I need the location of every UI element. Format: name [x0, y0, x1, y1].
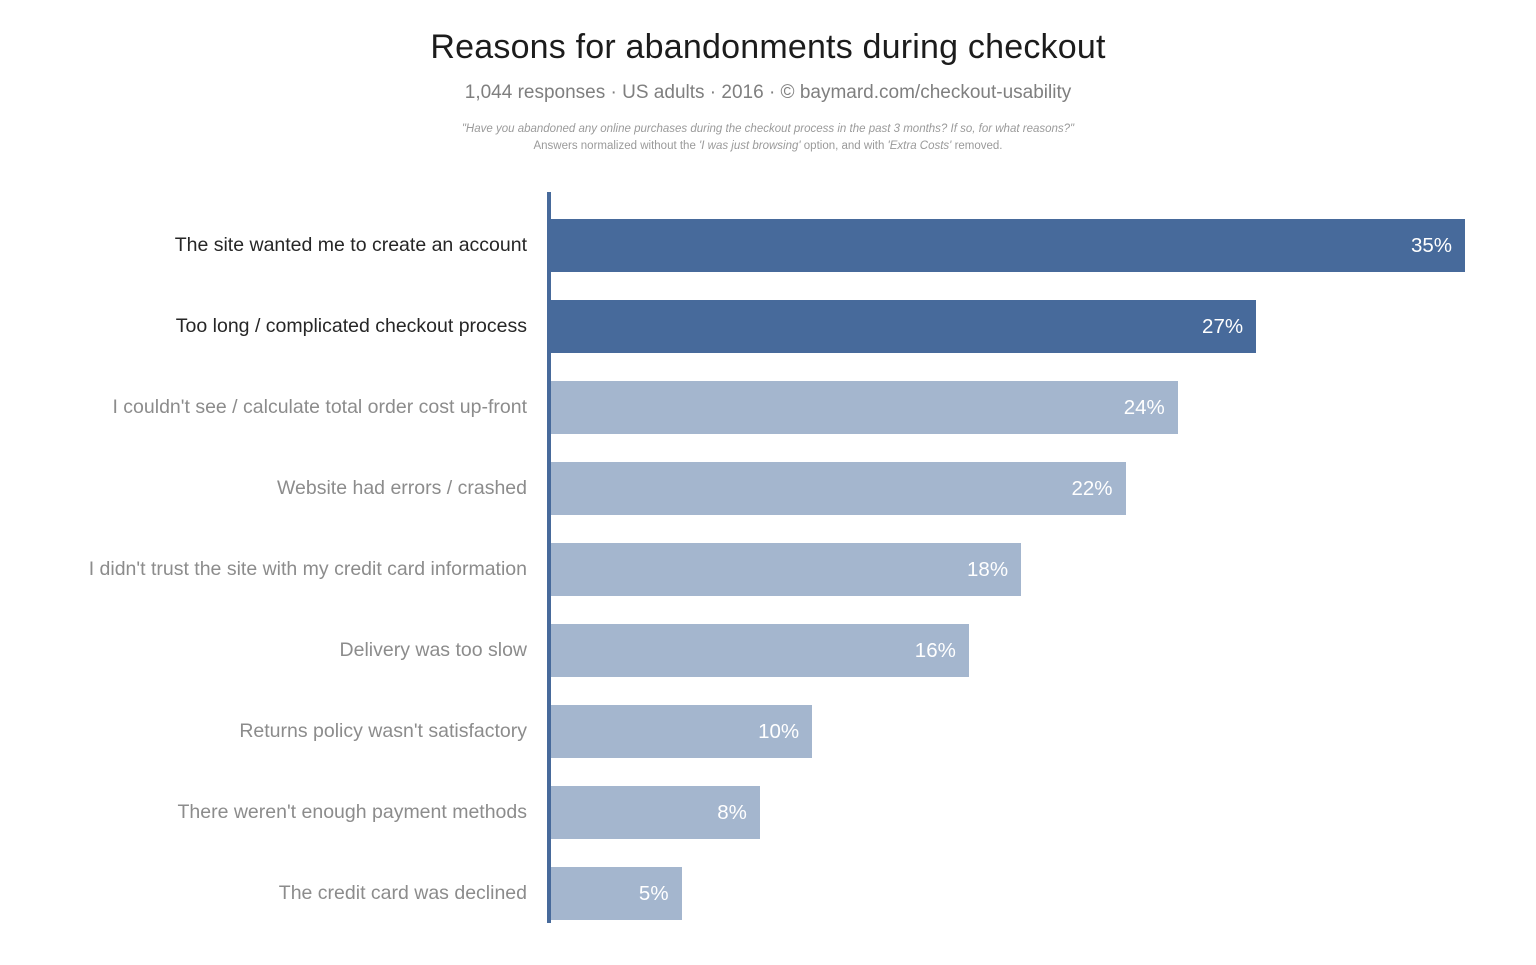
bar-track: 24%: [551, 381, 1465, 434]
chart-header: Reasons for abandonments during checkout…: [0, 0, 1536, 152]
category-label: I didn't trust the site with my credit c…: [88, 557, 527, 580]
bar-value-label: 16%: [914, 638, 956, 662]
category-label: There weren't enough payment methods: [177, 800, 527, 823]
chart-rows: The site wanted me to create an account 3…: [0, 192, 1536, 934]
bar-track: 8%: [551, 786, 1465, 839]
note-line-2-part2: option, and with: [800, 140, 888, 152]
bar-track: 16%: [551, 624, 1465, 677]
note-line-2-part3: removed.: [951, 140, 1003, 152]
bar-chart: The site wanted me to create an account 3…: [0, 192, 1536, 937]
category-label: Delivery was too slow: [339, 638, 527, 661]
category-label: Website had errors / crashed: [276, 476, 527, 499]
chart-bar: 8%: [551, 786, 760, 839]
category-label: The credit card was declined: [278, 881, 527, 904]
chart-row: Website had errors / crashed 22%: [0, 448, 1536, 529]
category-label: The site wanted me to create an account: [174, 233, 527, 256]
chart-row: There weren't enough payment methods 8%: [0, 772, 1536, 853]
bar-value-label: 35%: [1410, 233, 1452, 257]
y-axis-line: [547, 192, 551, 923]
bar-value-label: 8%: [717, 800, 747, 824]
category-label: Too long / complicated checkout process: [175, 314, 527, 337]
chart-row: Returns policy wasn't satisfactory 10%: [0, 691, 1536, 772]
chart-row: The credit card was declined 5%: [0, 853, 1536, 934]
note-line-2-italic2: 'Extra Costs': [887, 140, 952, 152]
chart-row: I couldn't see / calculate total order c…: [0, 367, 1536, 448]
note-line-2-italic1: 'I was just browsing': [699, 140, 801, 152]
bar-value-label: 27%: [1202, 314, 1244, 338]
chart-bar: 24%: [551, 381, 1178, 434]
chart-row: Too long / complicated checkout process 2…: [0, 286, 1536, 367]
bar-value-label: 22%: [1071, 476, 1113, 500]
bar-value-label: 10%: [758, 719, 800, 743]
bar-track: 27%: [551, 300, 1465, 353]
chart-bar: 16%: [551, 624, 969, 677]
chart-bar: 18%: [551, 543, 1022, 596]
bar-track: 10%: [551, 705, 1465, 758]
note-line-1: "Have you abandoned any online purchases…: [461, 123, 1075, 135]
bar-track: 22%: [551, 462, 1465, 515]
chart-row: The site wanted me to create an account 3…: [0, 205, 1536, 286]
bar-track: 35%: [551, 219, 1465, 272]
page-title: Reasons for abandonments during checkout: [430, 28, 1106, 66]
chart-bar: 22%: [551, 462, 1126, 515]
chart-row: Delivery was too slow 16%: [0, 610, 1536, 691]
bar-value-label: 18%: [967, 557, 1009, 581]
chart-bar: 10%: [551, 705, 813, 758]
category-label: Returns policy wasn't satisfactory: [239, 719, 527, 742]
note-line-2: Answers normalized without the 'I was ju…: [0, 140, 1536, 152]
category-label: I couldn't see / calculate total order c…: [112, 395, 527, 418]
chart-row: I didn't trust the site with my credit c…: [0, 529, 1536, 610]
note-line-2-part1: Answers normalized without the: [533, 140, 700, 152]
subtitle: 1,044 responses · US adults · 2016 · © b…: [464, 82, 1072, 103]
bar-track: 18%: [551, 543, 1465, 596]
chart-bar: 27%: [551, 300, 1257, 353]
bar-value-label: 5%: [638, 881, 669, 905]
bar-track: 5%: [551, 867, 1465, 920]
bar-value-label: 24%: [1123, 395, 1165, 419]
chart-bar: 5%: [551, 867, 682, 920]
chart-bar: 35%: [551, 219, 1465, 272]
